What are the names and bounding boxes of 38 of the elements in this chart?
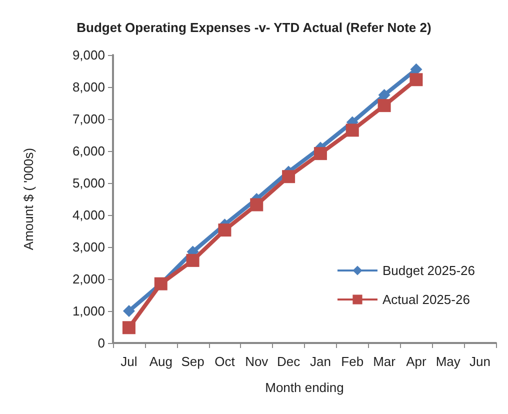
y-tick-label: 6,000 xyxy=(72,144,105,158)
point xyxy=(282,170,296,184)
legend-label: Actual 2025-26 xyxy=(382,292,470,307)
y-tick-label: 9,000 xyxy=(72,48,105,62)
legend-label: Budget 2025-26 xyxy=(382,263,476,278)
point xyxy=(186,254,200,267)
x-tick-label: Jul xyxy=(120,354,138,369)
x-tick-label: Mar xyxy=(373,354,396,369)
point xyxy=(378,89,390,101)
x-tick-label: Aug xyxy=(149,354,172,369)
x-tick-label: Nov xyxy=(245,354,269,369)
y-tick-label: 5,000 xyxy=(72,176,105,190)
y-tick-label: 2,000 xyxy=(72,272,105,286)
x-tick-label: Sep xyxy=(181,354,204,369)
chart-title: Budget Operating Expenses -v- YTD Actual (Refer Note 2) xyxy=(76,20,432,35)
point xyxy=(122,305,135,317)
point xyxy=(218,224,232,237)
point xyxy=(250,198,264,212)
point xyxy=(410,73,423,86)
y-axis-title: Amount $ ( '000s) xyxy=(21,148,36,250)
x-axis-title: Month ending xyxy=(265,380,344,395)
y-tick-label: 8,000 xyxy=(72,80,105,94)
y-tick-label: 4,000 xyxy=(72,208,105,222)
point xyxy=(346,124,359,137)
x-tick-label: Feb xyxy=(341,354,364,369)
x-tick-label: Dec xyxy=(276,354,301,369)
x-tick-label: Oct xyxy=(214,354,236,369)
y-tick-label: 1,000 xyxy=(72,304,105,318)
x-tick-label: May xyxy=(436,354,461,369)
x-tick-label: Apr xyxy=(406,354,427,369)
x-tick-label: Jun xyxy=(470,354,491,369)
point xyxy=(378,99,391,112)
x-tick-label: Jan xyxy=(310,354,331,369)
point xyxy=(122,321,136,334)
y-tick-label: 7,000 xyxy=(72,112,105,126)
y-tick-label: 3,000 xyxy=(72,240,105,254)
y-tick-label: 0 xyxy=(98,336,105,350)
point xyxy=(314,147,327,160)
